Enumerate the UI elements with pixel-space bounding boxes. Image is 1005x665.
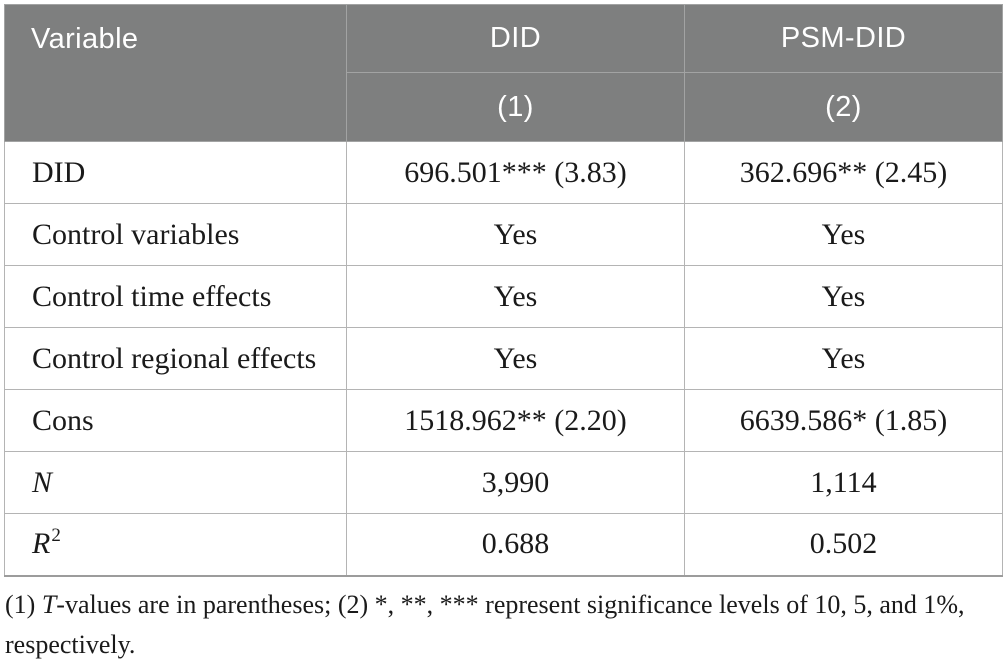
table-row-control-time-effects: Control time effects Yes Yes xyxy=(4,265,1003,328)
psm-did-value: 6639.586* (1.85) xyxy=(684,389,1003,452)
did-value: Yes xyxy=(346,203,685,266)
table-row-n: N 3,990 1,114 xyxy=(4,451,1003,514)
table-row-control-variables: Control variables Yes Yes xyxy=(4,203,1003,266)
psm-did-value: Yes xyxy=(684,265,1003,328)
header-variable: Variable xyxy=(4,4,347,142)
footnote-prefix: (1) xyxy=(5,589,42,619)
table-body: DID 696.501*** (3.83) 362.696** (2.45) C… xyxy=(4,141,1003,577)
header-did-model-number: (1) xyxy=(346,72,685,142)
did-value: Yes xyxy=(346,265,685,328)
table-footnote: (1) T-values are in parentheses; (2) *, … xyxy=(5,585,1002,665)
n-symbol: N xyxy=(32,465,53,499)
psm-did-value: Yes xyxy=(684,327,1003,390)
did-value: 0.688 xyxy=(346,513,685,577)
footnote-line-2: respectively. xyxy=(5,629,136,659)
header-psm-did-model-number: (2) xyxy=(684,72,1003,142)
psm-did-value: 362.696** (2.45) xyxy=(684,141,1003,204)
row-label: R2 xyxy=(4,513,347,577)
psm-did-value: 0.502 xyxy=(684,513,1003,577)
superscript-two: 2 xyxy=(51,525,61,547)
psm-did-value: Yes xyxy=(684,203,1003,266)
footnote-body: -values are in parentheses; (2) *, **, *… xyxy=(56,589,965,619)
table-row-control-regional-effects: Control regional effects Yes Yes xyxy=(4,327,1003,390)
did-value: 696.501*** (3.83) xyxy=(346,141,685,204)
row-label: DID xyxy=(4,141,347,204)
footnote-line-1: (1) T-values are in parentheses; (2) *, … xyxy=(5,585,1002,625)
footnote-italic-t: T xyxy=(41,589,57,619)
did-value: 3,990 xyxy=(346,451,685,514)
table-header: Variable DID PSM-DID (1) (2) xyxy=(4,4,1003,142)
did-value: Yes xyxy=(346,327,685,390)
header-psm-did: PSM-DID xyxy=(684,4,1003,73)
r-symbol: R xyxy=(32,527,51,561)
table-row-did: DID 696.501*** (3.83) 362.696** (2.45) xyxy=(4,141,1003,204)
psm-did-value: 1,114 xyxy=(684,451,1003,514)
row-label: Control regional effects xyxy=(4,327,347,390)
row-label: Control variables xyxy=(4,203,347,266)
row-label: Cons xyxy=(4,389,347,452)
regression-results-table: Variable DID PSM-DID (1) (2) DID 696.501… xyxy=(4,4,1003,577)
did-value: 1518.962** (2.20) xyxy=(346,389,685,452)
row-label: N xyxy=(4,451,347,514)
table-row-cons: Cons 1518.962** (2.20) 6639.586* (1.85) xyxy=(4,389,1003,452)
header-did: DID xyxy=(346,4,685,73)
row-label: Control time effects xyxy=(4,265,347,328)
table-row-r-squared: R2 0.688 0.502 xyxy=(4,513,1003,577)
